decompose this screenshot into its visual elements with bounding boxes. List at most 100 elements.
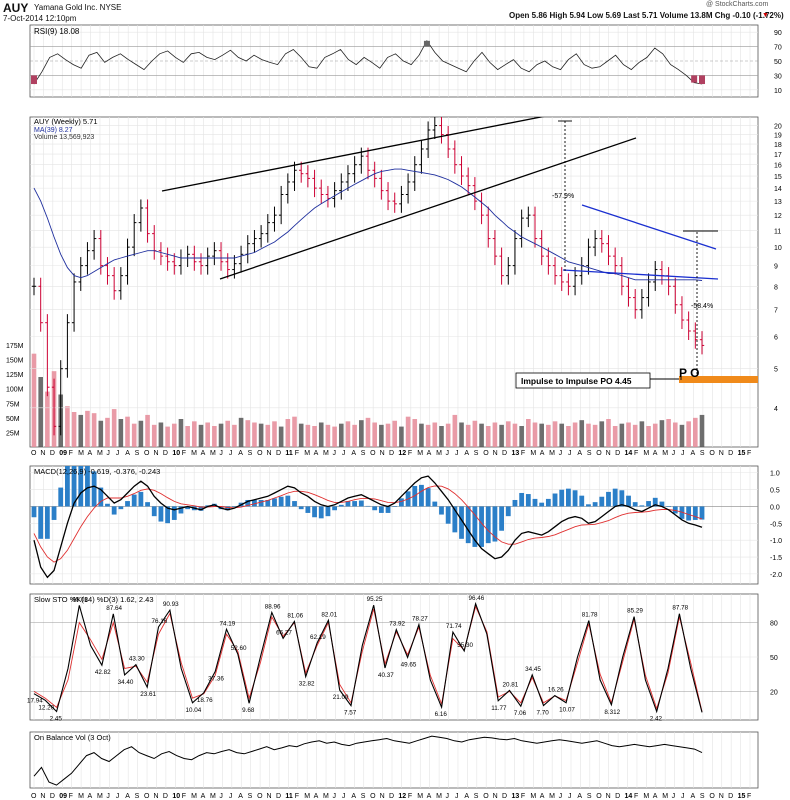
price-bar xyxy=(405,173,411,204)
price-tick-label: 17 xyxy=(774,152,782,159)
macd-tick-label: 0.5 xyxy=(770,488,780,495)
support-line xyxy=(562,269,719,280)
x-axis-label: F xyxy=(69,450,73,457)
volume-bar xyxy=(579,420,585,447)
price-bar xyxy=(372,161,377,188)
volume-bar xyxy=(185,426,190,447)
volume-bar xyxy=(632,424,638,447)
x-axis-label: M xyxy=(97,450,103,457)
macd-histogram-bar xyxy=(465,506,471,544)
macd-histogram-bar xyxy=(492,506,498,542)
price-bar xyxy=(385,182,391,211)
macd-histogram-bar xyxy=(285,495,291,507)
macd-histogram-bar xyxy=(91,471,97,507)
macd-histogram-bar xyxy=(479,506,484,547)
macd-histogram-bar xyxy=(619,490,625,507)
price-bar xyxy=(633,289,638,319)
price-bar xyxy=(45,314,50,397)
volume-bar xyxy=(118,419,124,447)
macd-histogram-bar xyxy=(612,488,618,507)
x-axis-label: M xyxy=(304,793,310,800)
x-axis-label: A xyxy=(690,450,695,457)
price-bar xyxy=(172,253,177,275)
volume-bar xyxy=(472,420,478,447)
x-axis-label: A xyxy=(88,793,93,800)
volume-bar xyxy=(332,426,337,447)
volume-bar xyxy=(338,423,344,447)
x-axis-label: J xyxy=(332,793,336,800)
macd-histogram-bar xyxy=(566,488,571,507)
volume-bar xyxy=(412,419,418,447)
x-axis-label: J xyxy=(219,793,223,800)
volume-bar xyxy=(45,391,50,447)
x-axis-label: S xyxy=(474,793,479,800)
stochastic-tick-label: 20 xyxy=(770,689,778,696)
price-bar xyxy=(71,273,77,332)
stochastic-peak-label: 74.19 xyxy=(219,620,235,627)
macd-histogram-bar xyxy=(419,484,424,507)
chart-source-watermark: @ StockCharts.com xyxy=(706,1,769,8)
price-bar xyxy=(592,230,598,257)
macd-histogram-bar xyxy=(325,506,331,517)
price-bar xyxy=(252,230,257,253)
x-axis-label: J xyxy=(106,450,110,457)
x-axis-label: M xyxy=(191,450,197,457)
volume-tick-label: 175M xyxy=(6,343,24,350)
x-axis-label: M xyxy=(323,793,329,800)
macd-histogram-bar xyxy=(151,506,157,517)
volume-tick-label: 125M xyxy=(6,372,24,379)
x-axis-label: J xyxy=(229,793,233,800)
x-axis-label: S xyxy=(474,450,479,457)
macd-histogram-bar xyxy=(31,506,37,518)
x-axis-label: A xyxy=(427,793,432,800)
price-tick-label: 15 xyxy=(774,174,782,181)
volume-bar xyxy=(419,423,424,447)
ma-legend: MA(39) 8.27 xyxy=(34,127,73,134)
macd-histogram-bar xyxy=(232,506,237,507)
macd-histogram-bar xyxy=(71,466,77,507)
x-axis-label: O xyxy=(370,450,376,457)
x-axis-label: O xyxy=(483,450,489,457)
price-bar xyxy=(278,185,284,225)
x-axis-label: M xyxy=(417,450,423,457)
x-axis-label: D xyxy=(276,450,281,457)
macd-histogram-bar xyxy=(672,506,678,514)
price-bar xyxy=(572,267,578,296)
dropdown-icon[interactable]: ▼ xyxy=(762,12,769,19)
volume-bar xyxy=(192,421,197,447)
stochastic-peak-label: 23.61 xyxy=(140,691,156,698)
macd-histogram-bar xyxy=(459,506,464,539)
trendlines xyxy=(161,117,758,383)
volume-bar xyxy=(606,419,611,447)
volume-bar xyxy=(325,424,331,447)
price-bar xyxy=(238,245,244,273)
price-bar xyxy=(619,257,625,296)
macd-tick-label: -1.0 xyxy=(770,538,782,545)
stochastic-peak-label: 49.65 xyxy=(401,661,417,668)
stochastic-peak-label: 78.27 xyxy=(412,616,428,623)
macd-histogram-bar xyxy=(505,506,511,517)
macd-histogram-bar xyxy=(171,506,177,520)
price-bar xyxy=(546,247,551,275)
x-axis-label: A xyxy=(88,450,93,457)
x-axis-label: J xyxy=(672,450,676,457)
volume-bar xyxy=(479,423,484,447)
x-axis-label: N xyxy=(153,450,158,457)
volume-bar xyxy=(385,423,391,447)
macd-histogram-bar xyxy=(659,501,665,507)
x-axis-label: S xyxy=(700,793,705,800)
x-axis-label: M xyxy=(436,450,442,457)
volume-bar xyxy=(693,417,698,447)
volume-bar xyxy=(65,406,70,447)
macd-histogram-bar xyxy=(44,506,50,539)
x-axis-label: O xyxy=(709,450,715,457)
x-axis-label: D xyxy=(276,793,281,800)
x-axis-label: M xyxy=(97,793,103,800)
price-bar xyxy=(31,277,37,296)
macd-histogram-bar xyxy=(372,506,378,511)
rsi-tick-label: 50 xyxy=(774,59,782,66)
annotation-decline-1: -57.9% xyxy=(552,193,574,200)
volume-bar xyxy=(452,414,458,447)
x-axis-label: S xyxy=(587,793,592,800)
